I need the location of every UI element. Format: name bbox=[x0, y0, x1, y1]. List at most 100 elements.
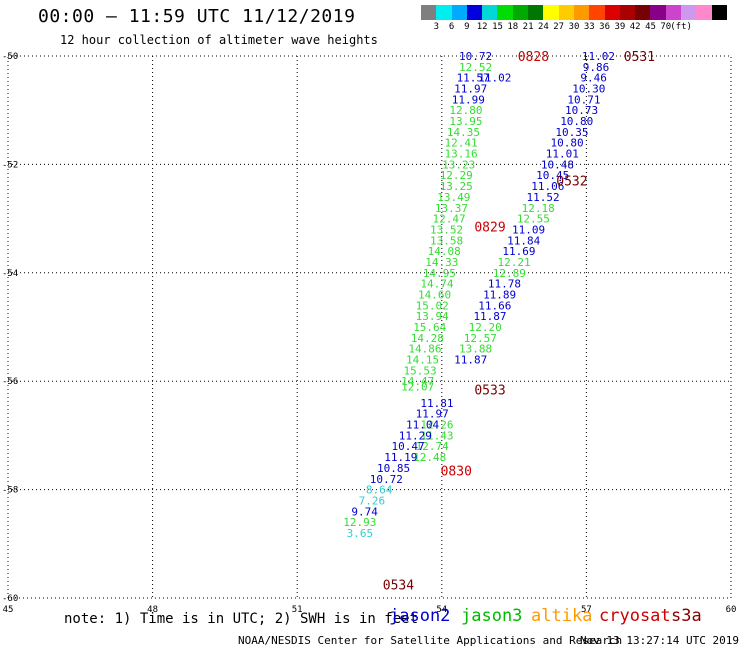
wave-height-label: 11.84 bbox=[507, 234, 540, 247]
color-swatch bbox=[497, 5, 513, 20]
wave-height-label: 11.52 bbox=[526, 191, 559, 204]
color-swatch bbox=[696, 5, 712, 20]
legend-altika: altika bbox=[531, 606, 593, 626]
wave-height-label: 14.47 bbox=[401, 375, 434, 388]
color-scale-label: 15 bbox=[492, 22, 503, 32]
wave-height-label: 14.95 bbox=[423, 267, 456, 280]
wave-height-label: 13.52 bbox=[430, 223, 463, 236]
color-swatch bbox=[451, 5, 467, 20]
wave-height-label: 15.02 bbox=[416, 299, 449, 312]
wave-height-label: 11.01 bbox=[546, 148, 579, 161]
wave-height-label: 11.43 bbox=[420, 429, 453, 442]
color-swatch bbox=[650, 5, 666, 20]
legend-jason3: jason3 bbox=[461, 606, 523, 626]
footer-timestamp: Nov 13 13:27:14 UTC 2019 bbox=[580, 634, 739, 647]
wave-height-label: 8.64 bbox=[366, 484, 393, 497]
wave-height-label: 12.21 bbox=[498, 256, 531, 269]
x-tick-label: 45 bbox=[3, 605, 14, 615]
color-scale-label: 6 bbox=[448, 22, 455, 32]
wave-height-label: 11.66 bbox=[478, 299, 511, 312]
wave-height-label: 10.80 bbox=[551, 137, 584, 150]
color-scale-label: (ft) bbox=[670, 22, 692, 32]
color-scale-label: 45 bbox=[645, 22, 656, 32]
wave-height-label: 13.23 bbox=[442, 158, 475, 171]
color-scale-label: 30 bbox=[568, 22, 580, 32]
notes-text: note: 1) Time is in UTC; 2) SWH is in fe… bbox=[64, 611, 419, 627]
wave-height-label: 12.52 bbox=[459, 61, 492, 74]
header-title: 00:00 – 11:59 UTC 11/12/2019 bbox=[38, 6, 356, 27]
wave-height-label: 13.49 bbox=[437, 191, 470, 204]
wave-height-label: 10.47 bbox=[391, 440, 424, 453]
wave-height-label: 13.37 bbox=[435, 202, 468, 215]
color-scale-label: 33 bbox=[583, 22, 595, 32]
wave-height-label: 3.65 bbox=[347, 527, 374, 540]
color-scale-label: 42 bbox=[629, 22, 641, 32]
wave-height-label: 9.74 bbox=[351, 505, 378, 518]
color-swatch bbox=[543, 5, 559, 20]
wave-height-label: 10.73 bbox=[565, 104, 598, 117]
wave-height-label: 12.29 bbox=[440, 169, 473, 182]
wave-height-label: 13.94 bbox=[416, 310, 449, 323]
color-scale-label: 39 bbox=[614, 22, 626, 32]
wave-height-label: 11.29 bbox=[399, 429, 432, 442]
color-swatch bbox=[604, 5, 620, 20]
wave-height-label: 12.20 bbox=[469, 321, 502, 334]
wave-height-label: 10.30 bbox=[572, 83, 605, 96]
wave-height-label: 12.80 bbox=[449, 104, 482, 117]
x-tick-label: 48 bbox=[147, 605, 158, 615]
wave-height-label: 11.89 bbox=[483, 288, 516, 301]
wave-height-label: 9.46 bbox=[580, 72, 607, 85]
legend-jason2: jason2 bbox=[389, 606, 451, 626]
wave-height-label: 12.74 bbox=[416, 440, 449, 453]
wave-height-observations: 10.7212.5211.5711.9711.9912.8013.9514.35… bbox=[343, 50, 615, 540]
y-tick-label: -58 bbox=[2, 486, 18, 496]
map-grid bbox=[7, 55, 732, 599]
pass-time-label: 0532 bbox=[556, 175, 587, 190]
color-scale-bar bbox=[421, 5, 727, 20]
color-swatch bbox=[619, 5, 636, 20]
color-swatch bbox=[436, 5, 452, 20]
wave-height-label: 14.74 bbox=[420, 278, 453, 291]
wave-height-label: 12.57 bbox=[464, 332, 497, 345]
color-scale-label: 70 bbox=[660, 22, 672, 32]
wave-height-label: 11.99 bbox=[452, 93, 485, 106]
wave-height-label: 12.18 bbox=[522, 202, 555, 215]
wave-height-label: 12.07 bbox=[401, 381, 434, 394]
wave-height-label: 14.28 bbox=[411, 332, 444, 345]
color-swatch bbox=[681, 5, 697, 20]
wave-height-label: 15.53 bbox=[404, 364, 437, 377]
wave-height-label: 15.64 bbox=[413, 321, 446, 334]
wave-height-label: 11.87 bbox=[454, 354, 487, 367]
pass-time-labels: 0828 0531 0532 0829 0533 0830 0534 bbox=[383, 50, 655, 593]
axis-ticks: 45 48 51 54 57 60 -50 -52 -54 -56 -58 -60 bbox=[2, 52, 736, 615]
wave-height-label: 10.80 bbox=[560, 115, 593, 128]
wave-height-label: 10.72 bbox=[459, 50, 492, 63]
pass-time-label: 0830 bbox=[441, 465, 472, 480]
color-scale-label: 36 bbox=[599, 22, 611, 32]
wave-height-label: 14.60 bbox=[418, 288, 451, 301]
wave-height-label: 10.45 bbox=[536, 169, 569, 182]
wave-height-label: 11.02 bbox=[582, 50, 615, 63]
wave-height-label: 12.89 bbox=[493, 267, 526, 280]
wave-height-label: 11.97 bbox=[454, 83, 487, 96]
color-scale-label: 21 bbox=[522, 22, 534, 32]
pass-time-label: 0828 bbox=[518, 50, 549, 65]
y-tick-label: -52 bbox=[2, 160, 18, 170]
color-scale-label: 27 bbox=[553, 22, 565, 32]
color-swatch bbox=[421, 5, 437, 20]
color-swatch bbox=[528, 5, 544, 20]
wave-height-label: 13.58 bbox=[430, 234, 463, 247]
color-scale-label: 12 bbox=[476, 22, 488, 32]
wave-height-label: 11.19 bbox=[384, 451, 417, 464]
wave-height-label: 11.78 bbox=[488, 278, 521, 291]
wave-height-label: 14.35 bbox=[447, 126, 480, 139]
color-swatch bbox=[466, 5, 483, 20]
wave-height-label: 11.97 bbox=[416, 408, 449, 421]
color-swatch bbox=[589, 5, 605, 20]
color-swatch bbox=[512, 5, 529, 20]
x-tick-label: 54 bbox=[436, 605, 447, 615]
wave-height-label: 13.95 bbox=[449, 115, 482, 128]
wave-height-label: 14.86 bbox=[408, 343, 441, 356]
color-scale-label: 9 bbox=[464, 22, 470, 32]
